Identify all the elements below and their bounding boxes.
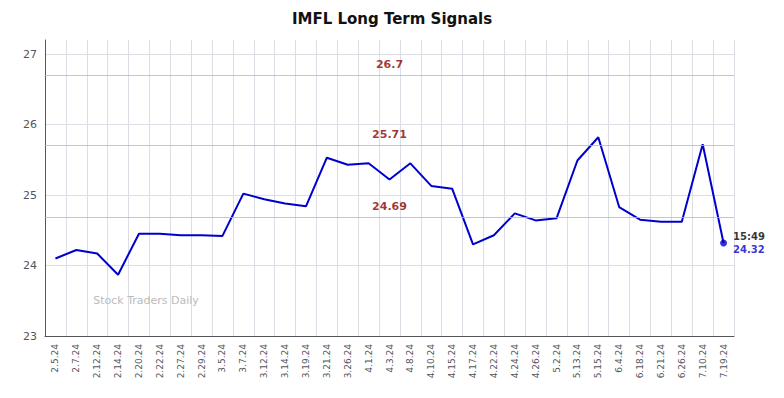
svg-text:4.3.24: 4.3.24 [385, 344, 395, 373]
svg-text:3.26.24: 3.26.24 [343, 344, 353, 379]
svg-text:3.5.24: 3.5.24 [217, 344, 227, 373]
svg-text:4.26.24: 4.26.24 [531, 344, 541, 379]
svg-text:25: 25 [23, 189, 37, 202]
svg-text:3.19.24: 3.19.24 [301, 344, 311, 379]
svg-text:4.24.24: 4.24.24 [510, 344, 520, 379]
svg-text:4.22.24: 4.22.24 [489, 344, 499, 379]
svg-text:7.19.24: 7.19.24 [719, 344, 729, 379]
svg-text:3.21.24: 3.21.24 [322, 344, 332, 379]
svg-text:4.1.24: 4.1.24 [364, 344, 374, 373]
svg-text:3.12.24: 3.12.24 [259, 344, 269, 379]
svg-text:5.13.24: 5.13.24 [572, 344, 582, 379]
svg-text:6.4.24: 6.4.24 [614, 344, 624, 373]
svg-text:6.21.24: 6.21.24 [656, 344, 666, 379]
svg-text:4.15.24: 4.15.24 [447, 344, 457, 379]
svg-text:24.69: 24.69 [372, 200, 407, 213]
svg-text:4.17.24: 4.17.24 [468, 344, 478, 379]
svg-text:25.71: 25.71 [372, 128, 407, 141]
svg-text:2.12.24: 2.12.24 [92, 344, 102, 379]
svg-text:IMFL Long Term Signals: IMFL Long Term Signals [292, 10, 492, 28]
svg-text:24.32: 24.32 [733, 244, 765, 255]
svg-text:2.27.24: 2.27.24 [176, 344, 186, 379]
svg-text:15:49: 15:49 [733, 231, 765, 242]
svg-text:Stock Traders Daily: Stock Traders Daily [93, 294, 199, 307]
svg-text:5.15.24: 5.15.24 [593, 344, 603, 379]
svg-text:6.18.24: 6.18.24 [635, 344, 645, 379]
svg-text:2.7.24: 2.7.24 [71, 344, 81, 373]
svg-text:23: 23 [23, 330, 37, 343]
svg-text:5.2.24: 5.2.24 [552, 344, 562, 373]
svg-text:26: 26 [23, 118, 37, 131]
svg-text:2.14.24: 2.14.24 [113, 344, 123, 379]
svg-text:3.14.24: 3.14.24 [280, 344, 290, 379]
svg-text:6.26.24: 6.26.24 [677, 344, 687, 379]
svg-text:2.22.24: 2.22.24 [155, 344, 165, 379]
svg-text:26.7: 26.7 [376, 58, 403, 71]
svg-text:7.10.24: 7.10.24 [698, 344, 708, 379]
svg-text:2.29.24: 2.29.24 [197, 344, 207, 379]
svg-text:27: 27 [23, 48, 37, 61]
svg-text:2.20.24: 2.20.24 [134, 344, 144, 379]
svg-text:24: 24 [23, 259, 37, 272]
svg-text:4.10.24: 4.10.24 [426, 344, 436, 379]
svg-text:4.8.24: 4.8.24 [405, 344, 415, 373]
svg-text:3.7.24: 3.7.24 [238, 344, 248, 373]
svg-text:2.5.24: 2.5.24 [50, 344, 60, 373]
